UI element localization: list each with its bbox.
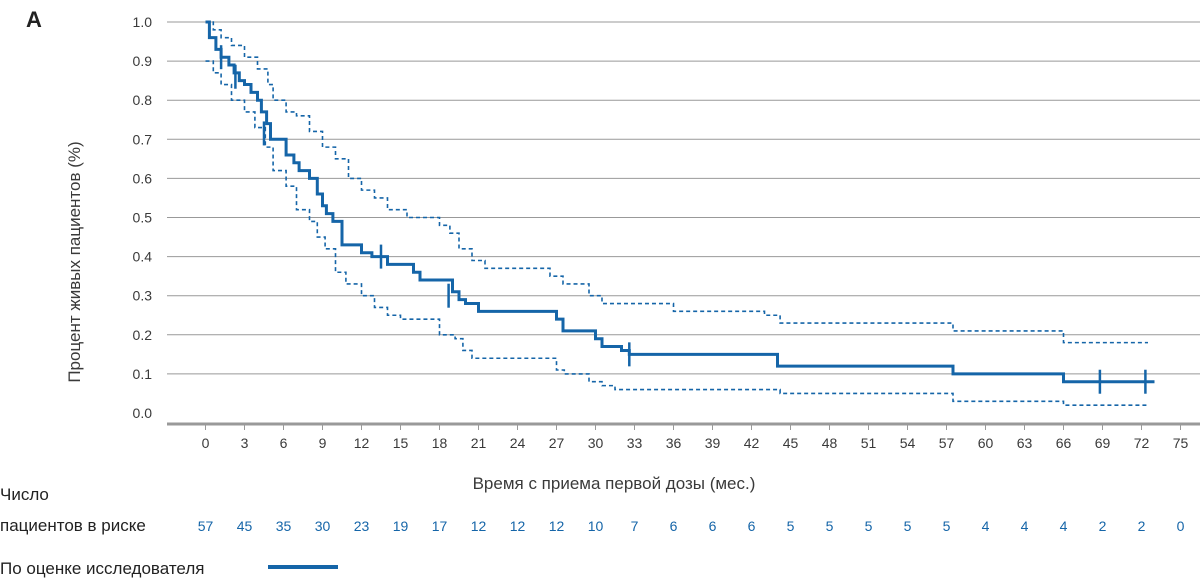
risk-value: 12 [510,518,526,534]
risk-value: 35 [276,518,292,534]
x-tick-label: 6 [280,435,288,451]
legend-label: По оценке исследователя [0,559,204,578]
x-tick-label: 60 [978,435,994,451]
risk-value: 6 [709,518,717,534]
x-tick-label: 72 [1134,435,1150,451]
risk-value: 2 [1138,518,1146,534]
x-tick-label: 42 [744,435,760,451]
x-tick-label: 30 [588,435,604,451]
y-tick-label: 0.8 [133,92,153,108]
x-tick-label: 48 [822,435,838,451]
risk-value: 4 [1060,518,1068,534]
upper-ci-curve [205,21,1148,344]
risk-value: 45 [237,518,253,534]
risk-value: 6 [748,518,756,534]
risk-value: 5 [865,518,873,534]
x-tick-label: 69 [1095,435,1111,451]
risk-value: 10 [588,518,604,534]
y-tick-label: 0.6 [133,170,153,186]
x-tick-label: 63 [1017,435,1033,451]
risk-value: 17 [432,518,448,534]
x-axis-title: Время с приема первой дозы (мес.) [473,474,756,493]
risk-value: 30 [315,518,331,534]
grid-lines [167,21,1200,375]
risk-value: 4 [1021,518,1029,534]
survival-curve [205,20,1155,384]
y-tick-label: 0.5 [133,210,153,226]
risk-value: 57 [198,518,214,534]
risk-value: 5 [787,518,795,534]
x-tick-label: 33 [627,435,643,451]
x-tick-label: 0 [202,435,210,451]
x-tick-label: 3 [241,435,249,451]
risk-value: 0 [1177,518,1185,534]
x-tick-label: 18 [432,435,448,451]
x-tick-label: 51 [861,435,877,451]
risk-value: 6 [670,518,678,534]
risk-value: 12 [471,518,487,534]
y-axis-title: Процент живых пациентов (%) [65,141,84,382]
y-tick-label: 0.4 [133,249,153,265]
censor-marks [219,45,1147,394]
y-tick-label: 0.0 [133,405,153,421]
y-tick-label: 1.0 [133,14,153,30]
risk-value: 19 [393,518,409,534]
x-tick-label: 57 [939,435,955,451]
risk-value: 12 [549,518,565,534]
panel-label: A [26,7,42,32]
x-tick-labels: 0 3 6 9 12 15 18 21 24 27 30 33 36 39 42 45 48 51 54 57 60 63… [202,435,1189,451]
x-tick-label: 24 [510,435,526,451]
risk-value: 5 [904,518,912,534]
x-axis [167,422,1200,430]
risk-table-label-line1: Число [0,485,49,504]
x-tick-label: 15 [393,435,409,451]
risk-value: 4 [982,518,990,534]
risk-value: 23 [354,518,370,534]
risk-table-values: 57 45 35 30 23 19 17 12 12 12 10 7 6 6 6 5 5 5 5 5 4 4 4 2 2 0 [198,518,1185,534]
x-tick-label: 39 [705,435,721,451]
lower-ci-curve [205,60,1148,406]
risk-value: 2 [1099,518,1107,534]
x-tick-label: 75 [1173,435,1189,451]
x-tick-label: 54 [900,435,916,451]
y-tick-label: 0.7 [133,131,153,147]
x-tick-label: 66 [1056,435,1072,451]
y-tick-label: 0.3 [133,288,153,304]
x-tick-label: 12 [354,435,370,451]
y-tick-labels: 0.0 0.1 0.2 0.3 0.4 0.5 0.6 0.7 0.8 0.9 1.0 [133,14,153,421]
x-tick-label: 21 [471,435,487,451]
y-tick-label: 0.2 [133,327,153,343]
y-tick-label: 0.1 [133,366,153,382]
risk-value: 7 [631,518,639,534]
y-tick-label: 0.9 [133,53,153,69]
series-lines [205,20,1155,406]
x-tick-label: 36 [666,435,682,451]
x-tick-label: 9 [319,435,327,451]
risk-value: 5 [826,518,834,534]
risk-table-label-line2: пациентов в риске [0,516,146,535]
x-tick-label: 45 [783,435,799,451]
risk-value: 5 [943,518,951,534]
x-tick-label: 27 [549,435,565,451]
